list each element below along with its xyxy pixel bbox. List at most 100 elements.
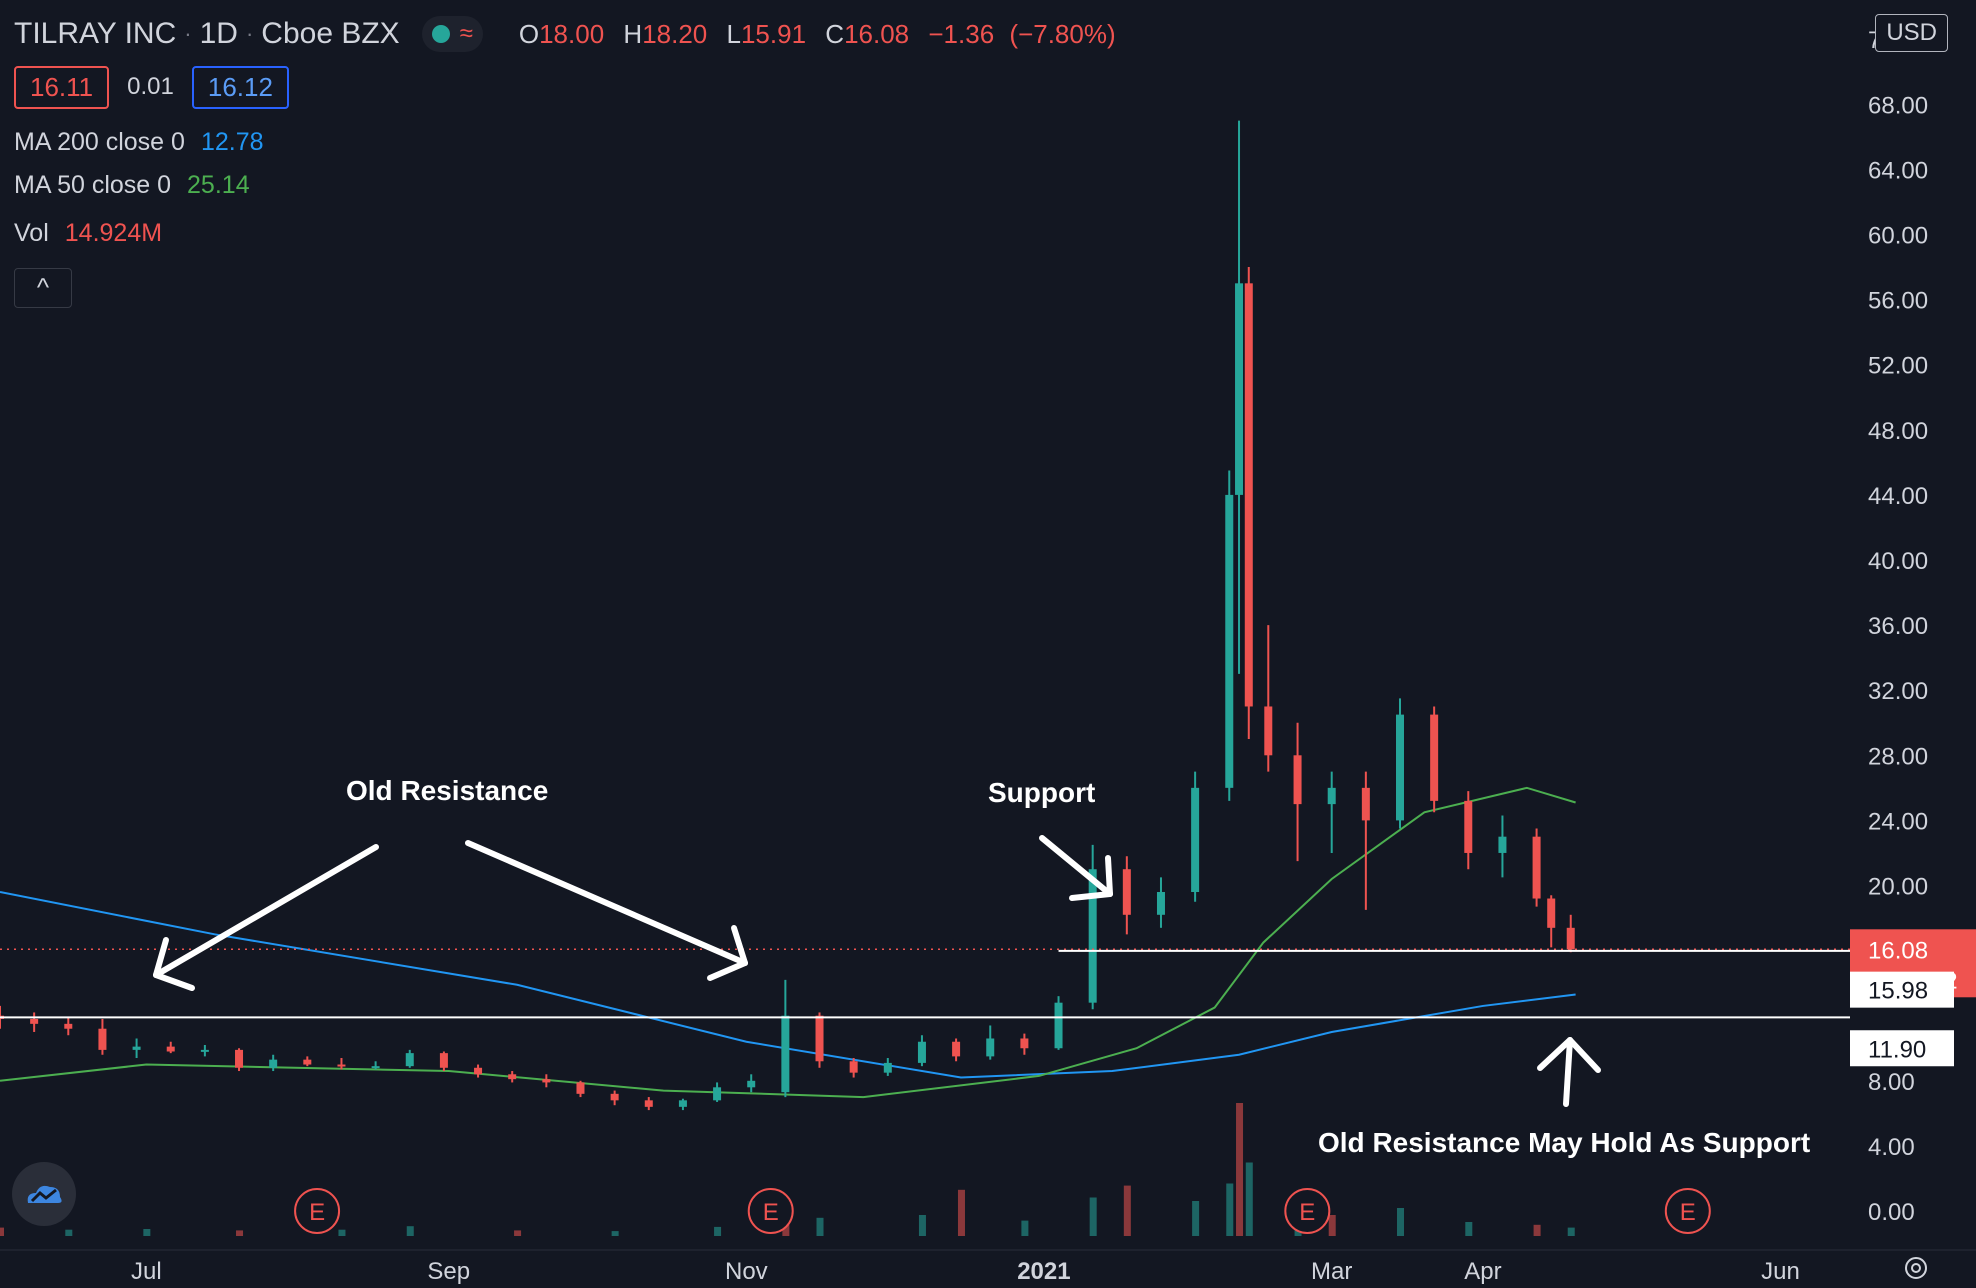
candle-body [1088,869,1097,1003]
candle-body [1464,800,1473,853]
candle-body [30,1018,39,1024]
x-tick-label: Jul [131,1258,162,1285]
indicator-ma50[interactable]: MA 50 close 0 25.14 [14,170,250,199]
volume-bar [1192,1201,1200,1236]
volume-bar [1533,1224,1541,1236]
y-tick-label: 36.00 [1868,613,1928,640]
x-tick-label: Apr [1464,1258,1501,1285]
earnings-marker[interactable]: E [1664,1188,1711,1234]
x-tick-label: Nov [725,1258,768,1285]
volume-bar [65,1229,73,1236]
volume-bar [338,1229,346,1236]
volume-bar [514,1230,522,1236]
annotation-arrow-right-head [707,960,748,981]
x-tick-label: Sep [427,1258,470,1285]
candle-body [371,1066,380,1069]
y-tick-label: 64.00 [1868,157,1928,184]
change-percent: (−7.80%) [1009,18,1116,49]
candle-body [1396,714,1404,821]
candle-body [1498,836,1507,853]
support-arrow [1039,835,1113,897]
candle-body [815,1015,824,1062]
close-value: 16.08 [844,18,910,49]
volume-bar [1089,1197,1097,1236]
buy-ask-button[interactable]: 16.12 [191,65,289,109]
candle-body [166,1046,175,1052]
currency-button[interactable]: USD [1875,14,1948,52]
annotation-arrow-right-head [731,925,748,966]
tradingview-logo-icon[interactable] [12,1162,76,1226]
y-tick-label: 0.00 [1868,1199,1915,1226]
settings-gear-icon[interactable] [1905,1257,1927,1279]
level-2-label: 11.90 [1868,1036,1926,1063]
sell-bid-button[interactable]: 16.11 [14,65,110,109]
old-resistance-support-arrow-head [1567,1037,1601,1073]
volume-bar [143,1229,151,1236]
candle-body [986,1038,995,1057]
chevron-up-icon: ^ [36,272,50,302]
indicator-volume[interactable]: Vol 14.924M [14,218,163,247]
candle-body [917,1041,926,1063]
earnings-letter: E [763,1199,779,1226]
candle-body [200,1049,209,1052]
level-1-label: 15.98 [1868,978,1928,1005]
candle-body [1235,283,1244,495]
support-arrow-head [1105,855,1113,897]
price-axis [1850,0,1976,1288]
y-tick-label: 8.00 [1868,1069,1915,1096]
candle-body [1191,787,1200,893]
volume-bar [236,1230,244,1236]
spread-value: 0.01 [127,73,174,100]
open-value: 18.00 [539,18,605,49]
market-status-pill[interactable]: ≈ [421,16,483,52]
candle-body [678,1100,687,1107]
y-tick-label: 32.00 [1868,678,1928,705]
support-arrow-head [1069,891,1113,901]
level-1-marker [1850,971,1954,1008]
collapse-legend-button[interactable]: ^ [14,268,72,308]
volume-bar [611,1231,619,1236]
annotation-arrow-left-head [153,937,169,978]
candle-body [1264,706,1273,756]
earnings-letter: E [309,1199,325,1226]
chart-legend: TILRAY INC · 1D · Cboe BZX ≈ O18.00 H18.… [14,12,1116,262]
ma200-line [0,891,1576,1079]
interval-label[interactable]: 1D [199,17,238,50]
y-tick-label: 24.00 [1868,808,1928,835]
y-tick-label: 60.00 [1868,223,1928,250]
candle-body [781,1015,790,1093]
symbol-name[interactable]: TILRAY INC [14,17,177,50]
candle-body [508,1074,517,1080]
y-tick-label: 44.00 [1868,483,1928,510]
volume-bar [816,1217,824,1236]
volume-bar [1567,1227,1575,1236]
volume-value: 14.924M [64,218,163,247]
annotation-arrow-right [465,840,748,966]
volume-bar [1397,1208,1404,1236]
earnings-marker[interactable]: E [747,1188,794,1234]
candle-body [64,1023,73,1029]
old-resistance-support-arrow [1563,1037,1573,1107]
candle-body [269,1059,278,1068]
candle-body [1430,714,1439,801]
volume-bar [1465,1222,1473,1236]
candle-body [337,1064,346,1067]
earnings-marker[interactable]: E [1284,1188,1331,1234]
earnings-marker[interactable]: E [294,1188,341,1234]
x-tick-label: Jun [1761,1258,1800,1285]
candle-body [576,1082,585,1094]
candle-body [542,1079,551,1083]
candle-body [1566,927,1575,950]
bid-ask-row: 16.11 0.01 16.12 [14,56,1116,118]
ma50-value: 25.14 [187,170,250,199]
volume-bar [1245,1162,1253,1236]
y-tick-label: 56.00 [1868,288,1928,315]
candle-body [132,1046,141,1050]
indicator-ma200[interactable]: MA 200 close 0 12.78 [14,127,264,156]
y-tick-label: 4.00 [1868,1134,1915,1161]
volume-bar [1328,1215,1336,1236]
high-value: 18.20 [642,18,708,49]
volume-bar [0,1227,4,1236]
market-open-icon [431,25,450,43]
